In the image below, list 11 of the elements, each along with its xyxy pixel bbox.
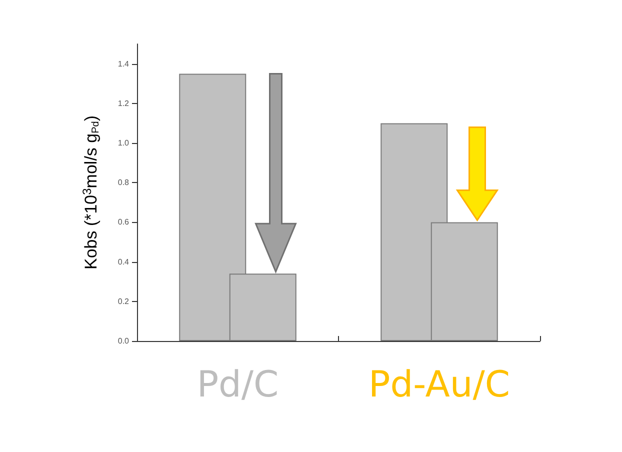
y-tick-label: 0.0 [118,336,130,346]
y-tick-label: 0.4 [118,257,130,266]
y-tick-label: 0.2 [118,296,130,306]
y-tick-label: 1.2 [118,98,130,108]
x-tick-label: Pd-Au/C [368,364,510,406]
y-tick-label: 0.6 [118,218,130,227]
y-tick-label: 1.0 [118,138,130,148]
y-tick-label: 0.8 [118,178,130,188]
y-tick-label: 1.4 [118,59,130,68]
y-axis-title: Kobs (*103mol/s gPd) [80,115,102,270]
x-tick-label: Pd/C [196,364,279,406]
